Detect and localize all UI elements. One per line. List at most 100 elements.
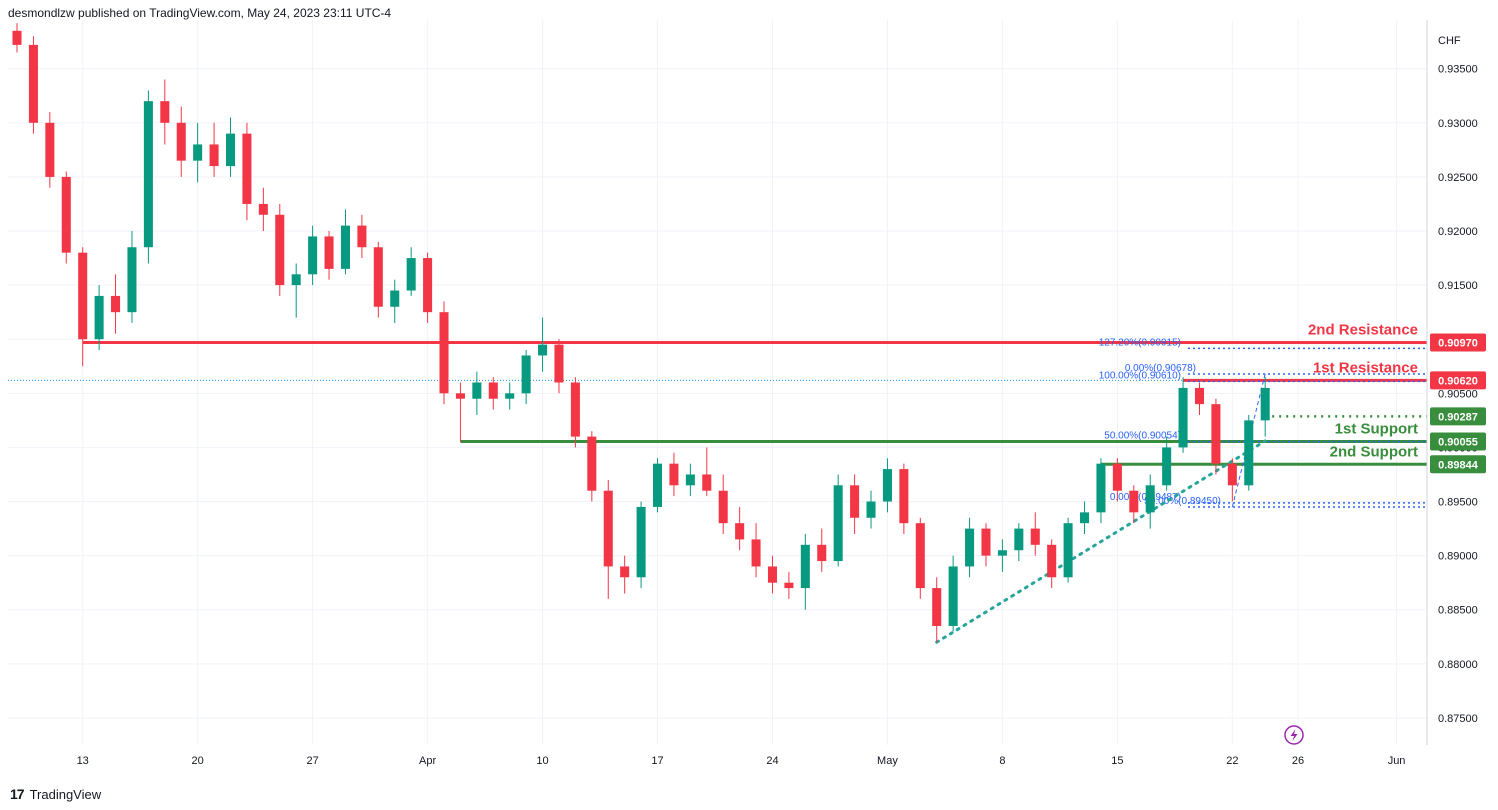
candle-body bbox=[882, 469, 892, 502]
candle-body bbox=[1260, 387, 1270, 421]
candle bbox=[981, 523, 991, 567]
candle-body bbox=[1129, 490, 1139, 513]
candle-body bbox=[554, 344, 564, 383]
candle-body bbox=[472, 382, 482, 399]
candle-body bbox=[45, 122, 55, 177]
candle bbox=[767, 555, 777, 594]
x-tick-label: 17 bbox=[651, 755, 663, 767]
candle-body bbox=[160, 101, 170, 123]
price-tag: 0.90055 bbox=[1430, 432, 1486, 451]
candle-body bbox=[685, 474, 695, 486]
y-tick-label: 0.92000 bbox=[1438, 226, 1478, 238]
candle bbox=[899, 463, 909, 534]
candle-body bbox=[1014, 528, 1024, 551]
candle-body bbox=[439, 312, 449, 394]
y-tick-label: 0.87500 bbox=[1438, 713, 1478, 725]
candle-body bbox=[587, 436, 597, 491]
candle-body bbox=[209, 144, 219, 167]
candle bbox=[193, 122, 203, 183]
candle-body bbox=[965, 528, 975, 567]
candle bbox=[423, 252, 433, 323]
candle bbox=[685, 463, 695, 497]
candle-body bbox=[1194, 387, 1205, 405]
x-tick-label: Jun bbox=[1388, 755, 1406, 767]
candle bbox=[78, 247, 88, 367]
price-tag: 0.90970 bbox=[1430, 333, 1486, 352]
candle bbox=[28, 36, 38, 134]
candle-body bbox=[423, 258, 433, 313]
chart-grid bbox=[8, 20, 1427, 745]
candle bbox=[1112, 458, 1122, 502]
candle-body bbox=[390, 290, 400, 307]
price-tag-bg bbox=[1430, 455, 1486, 474]
candle bbox=[275, 203, 285, 296]
candle-body bbox=[1178, 387, 1188, 448]
fib-label: 0.00%(0.89487) bbox=[1110, 492, 1181, 503]
x-tick-label: 8 bbox=[999, 755, 1005, 767]
candle-body bbox=[324, 236, 334, 269]
x-tick-label: May bbox=[877, 755, 898, 767]
candle bbox=[373, 241, 383, 318]
candle bbox=[636, 501, 646, 589]
candle bbox=[817, 528, 827, 572]
price-tag-text: 0.90620 bbox=[1438, 375, 1478, 387]
price-tag-bg bbox=[1430, 371, 1486, 390]
x-tick-label: 10 bbox=[536, 755, 548, 767]
tradingview-logo-icon: 17 bbox=[10, 786, 25, 802]
candle-body bbox=[538, 344, 548, 356]
candle bbox=[439, 301, 449, 405]
candle-body bbox=[1211, 404, 1221, 464]
candle bbox=[406, 247, 416, 296]
candle bbox=[1227, 458, 1237, 502]
candle bbox=[1211, 398, 1221, 475]
candle bbox=[784, 571, 794, 599]
fib-label: 100.00%(0.90610) bbox=[1099, 370, 1181, 381]
x-tick-label: 15 bbox=[1111, 755, 1123, 767]
candle bbox=[718, 474, 728, 534]
candle bbox=[61, 171, 71, 264]
price-tag: 0.90620 bbox=[1430, 371, 1486, 390]
candle-body bbox=[406, 258, 416, 291]
candle-body bbox=[94, 295, 104, 340]
candle bbox=[1145, 474, 1155, 529]
candle-body bbox=[866, 501, 876, 518]
tradingview-footer: 17 TradingView bbox=[10, 786, 101, 802]
price-tag-bg bbox=[1430, 333, 1486, 352]
candle bbox=[1063, 517, 1073, 583]
candle-body bbox=[570, 382, 580, 437]
candle-body bbox=[767, 566, 777, 583]
y-tick-label: 0.88000 bbox=[1438, 659, 1478, 671]
x-tick-label: 20 bbox=[192, 755, 204, 767]
level-label: 1st Resistance bbox=[1313, 359, 1418, 376]
candle bbox=[702, 447, 712, 497]
x-tick-label: 24 bbox=[766, 755, 778, 767]
candle bbox=[12, 23, 22, 53]
candle-body bbox=[225, 133, 236, 167]
candle-body bbox=[78, 252, 88, 340]
candle-body bbox=[899, 469, 909, 524]
candle-body bbox=[176, 122, 186, 161]
candle-body bbox=[603, 490, 613, 567]
y-tick-label: 0.93500 bbox=[1438, 64, 1478, 76]
candle bbox=[143, 90, 153, 264]
candle bbox=[1080, 501, 1090, 534]
lightning-icon[interactable] bbox=[1284, 725, 1304, 745]
candle bbox=[850, 474, 860, 534]
time-axis[interactable]: 13 20 27 Apr 10 17 24 May 8 15 22 26 Jun bbox=[77, 755, 1406, 767]
candle bbox=[242, 122, 252, 221]
candle bbox=[209, 122, 219, 177]
y-tick-label: 0.89000 bbox=[1438, 551, 1478, 563]
candle-body bbox=[357, 225, 367, 248]
candle bbox=[570, 377, 580, 448]
candle-body bbox=[28, 44, 38, 123]
candle bbox=[866, 490, 876, 529]
candle-body bbox=[61, 176, 71, 253]
fib-label: 127.20%(0.90915) bbox=[1099, 337, 1181, 348]
candle bbox=[751, 523, 761, 578]
fib-diagonal bbox=[1231, 373, 1266, 508]
candle bbox=[932, 577, 942, 643]
price-tag-text: 0.90287 bbox=[1438, 411, 1478, 423]
price-axis[interactable]: 0.935000.930000.925000.920000.915000.910… bbox=[1438, 64, 1478, 725]
candle bbox=[455, 382, 465, 443]
